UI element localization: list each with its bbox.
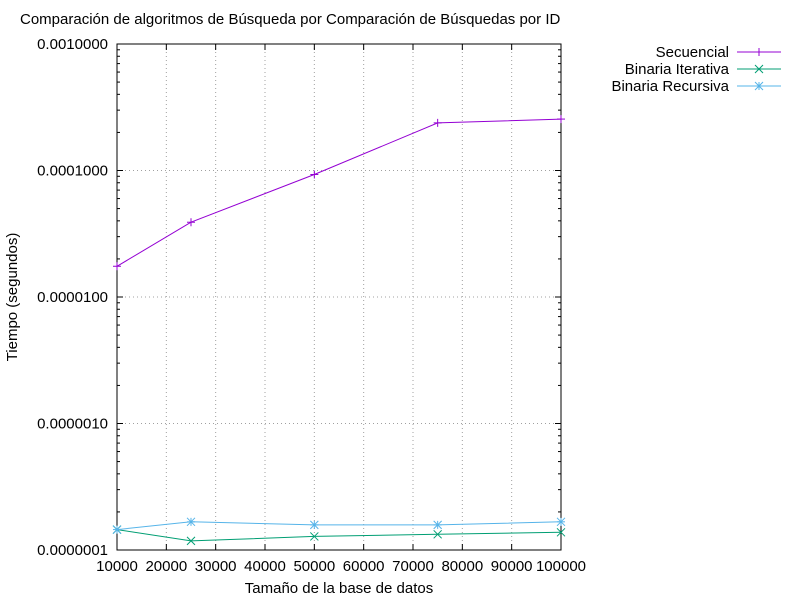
series-line (116, 118, 562, 267)
axis-ticks (116, 43, 562, 551)
x-tick-label: 80000 (441, 558, 483, 575)
series-binaria-recursiva (112, 517, 566, 534)
x-tick-label: 10000 (96, 558, 138, 575)
data-point (309, 532, 319, 541)
legend-entry: Secuencial (656, 44, 781, 61)
x-tick-label: 50000 (293, 558, 335, 575)
data-point (112, 525, 122, 534)
data-point (186, 517, 196, 527)
series-line (116, 529, 562, 542)
series-secuencial (113, 115, 565, 271)
legend-entry: Binaria Iterativa (625, 61, 781, 78)
data-point (309, 520, 319, 530)
grid-lines (117, 44, 561, 550)
legend-marker (754, 81, 764, 91)
data-point (187, 218, 195, 227)
y-tick-label: 0.0000100 (37, 289, 108, 306)
legend-marker (755, 48, 763, 56)
data-point (310, 170, 319, 179)
data-point (113, 262, 121, 271)
data-point (557, 115, 565, 124)
data-point (556, 527, 566, 537)
series-line (116, 521, 562, 531)
x-tick-labels: 10000 20000 30000 40000 50000 60000 70000 80000… (96, 558, 586, 575)
series-binaria-iterativa (112, 525, 566, 546)
chart-title: Comparación de algoritmos de Búsqueda po… (20, 11, 560, 28)
legend-entry: Binaria Recursiva (611, 78, 781, 95)
x-tick-label: 90000 (491, 558, 533, 575)
x-tick-label: 70000 (392, 558, 434, 575)
legend-label: Binaria Iterativa (625, 61, 730, 78)
x-tick-label: 40000 (244, 558, 286, 575)
data-point (186, 536, 196, 546)
legend-marker (754, 64, 764, 74)
y-axis-label: Tiempo (segundos) (4, 233, 21, 362)
data-point (433, 118, 442, 127)
data-point (433, 529, 443, 539)
series-layer (112, 115, 566, 546)
legend-label: Secuencial (656, 44, 729, 61)
x-tick-label: 100000 (536, 558, 586, 575)
x-tick-label: 20000 (145, 558, 187, 575)
y-tick-label: 0.0000001 (37, 542, 108, 559)
y-tick-label: 0.0010000 (37, 36, 108, 53)
x-axis-label: Tamaño de la base de datos (245, 580, 433, 597)
plot-frame (116, 43, 562, 551)
y-tick-labels: 0.0010000 0.0001000 0.0000100 0.0000010 0.00… (37, 36, 108, 559)
legend-label: Binaria Recursiva (611, 78, 729, 95)
y-tick-label: 0.0001000 (37, 163, 108, 180)
y-tick-label: 0.0000010 (37, 416, 108, 433)
data-point (433, 520, 443, 530)
x-tick-label: 60000 (343, 558, 385, 575)
x-tick-label: 30000 (195, 558, 237, 575)
data-point (556, 517, 566, 527)
